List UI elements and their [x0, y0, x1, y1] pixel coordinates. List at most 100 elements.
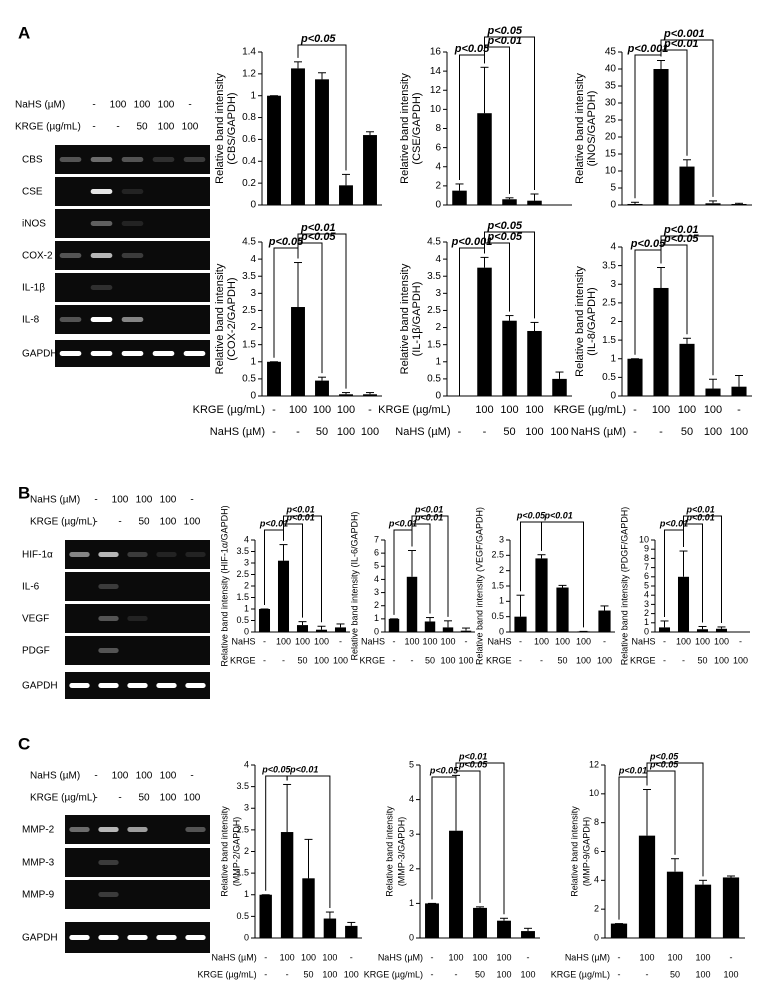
significance-bracket: [683, 515, 722, 623]
y-tick-label: 0: [644, 626, 649, 636]
treatment-value: 100: [714, 636, 729, 646]
error-bar: [298, 621, 307, 626]
treatment-value: 100: [576, 636, 591, 646]
y-tick-label: 4.5: [242, 237, 256, 248]
gel-treatment-value: -: [92, 100, 95, 111]
y-tick-label: 5: [644, 580, 649, 590]
y-tick-label: 0.8: [242, 112, 256, 123]
y-tick-label: 2: [594, 904, 599, 914]
gel-band: [185, 552, 206, 557]
treatment-value: -: [411, 655, 414, 665]
gel-treatment-value: 100: [160, 495, 177, 506]
y-tick-label: 2: [435, 181, 441, 192]
treatment-value: 50: [316, 426, 328, 438]
bar: [527, 330, 542, 396]
p-value: p<0.01: [663, 38, 699, 50]
gel-band: [69, 935, 90, 940]
y-tick-label: 4: [644, 590, 649, 600]
gel-treatment-value: 100: [184, 517, 201, 528]
bar: [679, 343, 695, 396]
error-bar: [530, 321, 539, 331]
treatment-value: -: [350, 952, 353, 962]
bar: [477, 267, 492, 396]
p-value: p<0.01: [663, 224, 699, 236]
y-tick-label: 30: [605, 98, 617, 109]
p-value: p<0.05: [268, 236, 304, 248]
gel-band: [59, 317, 82, 322]
y-tick-label: 0: [374, 626, 379, 636]
treatment-label: KRGE (µg/mL): [378, 404, 450, 416]
gel-treatment-value: -: [118, 793, 121, 804]
treatment-value: 50: [697, 655, 707, 665]
gel-band: [98, 648, 119, 653]
p-value: p<0.01: [259, 518, 288, 528]
gel-band: [127, 935, 148, 940]
significance-bracket: [297, 44, 347, 171]
treatment-label: KRGE (µg/mL): [364, 969, 423, 979]
gel-row-label: COX-2: [22, 251, 53, 262]
y-tick-label: 4: [374, 574, 379, 584]
bar: [291, 307, 305, 396]
bar: [696, 629, 709, 632]
gel-treatment-value: -: [94, 495, 97, 506]
error-bar: [709, 378, 717, 389]
bar: [296, 625, 309, 632]
gel-band: [152, 157, 175, 162]
significance-bracket: [484, 36, 535, 191]
gel-band: [90, 351, 113, 356]
error-bar: [679, 550, 688, 577]
treatment-value: 100: [525, 404, 543, 416]
treatment-value: 100: [496, 952, 511, 962]
bar: [535, 558, 548, 632]
gel-row-label: iNOS: [22, 219, 46, 230]
treatment-value: 100: [667, 952, 682, 962]
p-value: p<0.01: [686, 512, 715, 522]
gel-band: [98, 935, 119, 940]
y-tick-label: 0: [250, 391, 256, 402]
bar: [731, 386, 747, 396]
error-bar: [342, 173, 350, 186]
treatment-value: 100: [314, 655, 329, 665]
y-tick-label: 0: [244, 626, 249, 636]
significance-bracket: [455, 762, 505, 915]
gel-band: [59, 253, 82, 258]
bar: [363, 135, 377, 205]
error-bar: [558, 584, 567, 588]
bar: [442, 627, 454, 632]
y-tick-label: 4: [435, 161, 441, 172]
p-value: p<0.05: [261, 764, 291, 774]
error-bar: [462, 627, 470, 631]
gel-treatment-value: 100: [158, 122, 175, 133]
gel-band: [183, 351, 206, 356]
p-value: p<0.001: [663, 28, 705, 40]
bar: [705, 203, 721, 205]
treatment-value: 50: [303, 969, 313, 979]
y-tick-label: 6: [435, 142, 441, 153]
treatment-value: -: [730, 952, 733, 962]
gel-treatment-value: 100: [134, 100, 151, 111]
significance-bracket: [660, 235, 714, 376]
treatment-value: 100: [550, 426, 568, 438]
treatment-value: 100: [704, 426, 722, 438]
y-tick-label: 3: [610, 279, 616, 290]
gel-strip: [55, 241, 210, 270]
p-value: p<0.05: [429, 765, 459, 775]
y-tick-label: 3: [499, 534, 504, 544]
y-tick-label: 4: [409, 794, 414, 804]
error-bar: [455, 183, 464, 191]
bar: [477, 113, 492, 205]
y-tick-label: 45: [605, 47, 617, 58]
y-tick-label: 9: [644, 544, 649, 554]
treatment-value: 100: [520, 969, 535, 979]
y-tick-label: 0.2: [242, 178, 256, 189]
gel-row-label: GAPDH: [22, 349, 58, 360]
y-tick-label: 1.5: [236, 592, 249, 602]
treatment-value: 100: [714, 655, 729, 665]
gel-band: [98, 584, 119, 589]
bar: [715, 628, 728, 632]
y-tick-label: 2.5: [242, 305, 256, 316]
gel-treatment-label: KRGE (µg/mL): [30, 517, 96, 528]
y-axis-label: Relative band intensity: [574, 266, 586, 377]
bar: [388, 618, 400, 632]
y-tick-label: 1.5: [242, 339, 256, 350]
